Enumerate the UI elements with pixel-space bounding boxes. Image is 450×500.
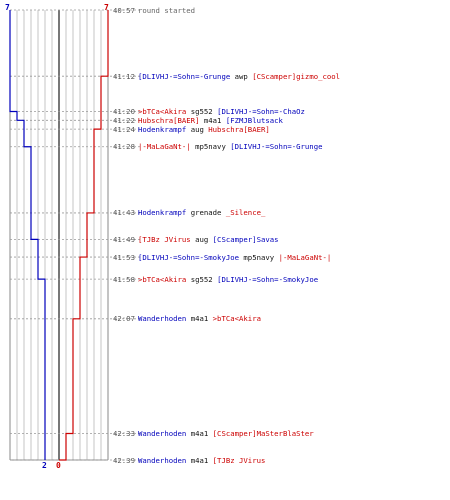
event-row: 41:24 Hodenkrampf aug Hubschra[BAER] [113,125,270,134]
event-time: 41:43 [113,208,135,218]
event-time: 42:39 [113,455,135,465]
event-text: [DLIVHJ-=Sohn=-Grunge awp [CScamper]gizm… [138,72,340,81]
event-row: 41:28 |-MaLaGaNt-| mp5navy [DLIVHJ-=Sohn=… [113,142,323,151]
weapon-name: mp5navy [190,142,231,152]
event-row: 41:22 Hubschra[BAER] m4a1 [FZMJBlutsack [113,116,283,125]
player-name: [DLIVHJ-=Sohn=-SmokyJoe [217,274,319,284]
event-row: 41:58 >bTCa<Akira sg552 [DLIVHJ-=Sohn=-Sm… [113,275,318,284]
player-name: [DLIVHJ-=Sohn=-Grunge [230,142,323,152]
weapon-name: awp [230,71,253,81]
event-row: 42:33 Wanderhoden m4a1 [CScamper]MaSterBl… [113,429,314,438]
event-time: 42:07 [113,314,135,324]
event-row: 41:20 >bTCa<Akira sg552 [DLIVHJ-=Sohn=-Ch… [113,107,305,116]
player-name: >bTCa<Akira [212,314,261,324]
red-start-count: 7 [104,3,109,12]
weapon-name: sg552 [186,106,218,116]
player-name: >bTCa<Akira [137,274,187,284]
event-time: 40:57 [113,5,135,15]
player-name: [TJBz JVirus [137,234,191,244]
player-name: [DLIVHJ-=Sohn=-Grunge [137,71,231,81]
event-text: Wanderhoden m4a1 [TJBz JVirus [138,456,265,465]
player-name: Wanderhoden [137,455,187,465]
event-info: round started [137,5,196,15]
player-name: [FZMJBlutsack [225,115,283,125]
player-name: [CScamper]MaSterBlaSter [212,429,314,439]
player-name: [DLIVHJ-=Sohn=-ChaOz [217,106,305,116]
weapon-name: m4a1 [186,429,213,439]
event-time: 41:58 [113,274,135,284]
event-text: round started [138,6,195,15]
event-time: 41:24 [113,124,135,134]
player-name: |-MaLaGaNt-| [137,142,191,152]
player-name: Hodenkrampf [137,208,187,218]
event-time: 41:12 [113,71,135,81]
player-name: Hodenkrampf [137,124,187,134]
weapon-name: m4a1 [199,115,226,125]
red-team-alive-series [59,10,109,461]
event-row: 42:39 Wanderhoden m4a1 [TJBz JVirus [113,456,265,465]
player-name: |-MaLaGaNt-| [278,252,332,262]
event-row: 41:12 [DLIVHJ-=Sohn=-Grunge awp [CScamper… [113,72,340,81]
red-final-count: 0 [56,461,61,470]
event-time: 42:33 [113,429,135,439]
weapon-name: sg552 [186,274,218,284]
event-text: |-MaLaGaNt-| mp5navy [DLIVHJ-=Sohn=-Grun… [138,142,323,151]
event-time: 41:49 [113,234,135,244]
player-name: [DLIVHJ-=Sohn=-SmokyJoe [137,252,240,262]
event-text: Hodenkrampf grenade _Silence_ [138,208,265,217]
event-row: 41:43 Hodenkrampf grenade _Silence_ [113,208,265,217]
event-text: Wanderhoden m4a1 [CScamper]MaSterBlaSter [138,429,314,438]
player-name: Hubschra[BAER] [208,124,270,134]
player-name: Wanderhoden [137,429,187,439]
event-row: 40:57 round started [113,6,195,15]
event-row: 41:53 [DLIVHJ-=Sohn=-SmokyJoe mp5navy |-M… [113,253,331,262]
weapon-name: m4a1 [186,314,213,324]
player-name: _Silence_ [225,208,266,218]
event-text: Hodenkrampf aug Hubschra[BAER] [138,125,270,134]
event-text: Hubschra[BAER] m4a1 [FZMJBlutsack [138,116,283,125]
weapon-name: grenade [186,208,226,218]
event-text: >bTCa<Akira sg552 [DLIVHJ-=Sohn=-SmokyJo… [138,275,318,284]
event-text: [TJBz JVirus aug [CScamper]Savas [138,235,279,244]
player-name: Wanderhoden [137,314,187,324]
event-text: >bTCa<Akira sg552 [DLIVHJ-=Sohn=-ChaOz [138,107,305,116]
event-text: Wanderhoden m4a1 >bTCa<Akira [138,314,261,323]
event-time: 41:22 [113,115,135,125]
event-text: [DLIVHJ-=Sohn=-SmokyJoe mp5navy |-MaLaGa… [138,253,331,262]
blue-final-count: 2 [42,461,47,470]
player-name: [CScamper]Savas [212,234,279,244]
event-time: 41:28 [113,142,135,152]
weapon-name: m4a1 [186,455,213,465]
blue-start-count: 7 [5,3,10,12]
blue-team-alive-series [9,10,46,460]
player-name: [CScamper]gizmo_cool [252,71,341,81]
player-name: Hubschra[BAER] [137,115,200,125]
event-row: 41:49 [TJBz JVirus aug [CScamper]Savas [113,235,279,244]
player-name: >bTCa<Akira [137,106,187,116]
weapon-name: mp5navy [239,252,279,262]
event-row: 42:07 Wanderhoden m4a1 >bTCa<Akira [113,314,261,323]
event-time: 41:53 [113,252,135,262]
player-name: [TJBz JVirus [212,455,266,465]
weapon-name: aug [186,124,209,134]
event-time: 41:20 [113,106,135,116]
weapon-name: aug [190,234,213,244]
